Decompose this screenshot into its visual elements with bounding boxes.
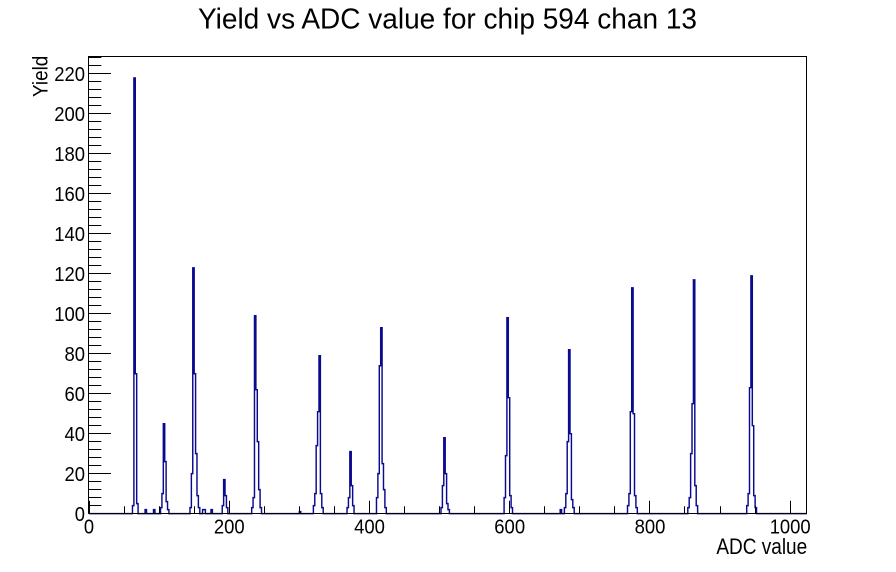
svg-text:0: 0	[84, 516, 94, 538]
svg-text:Yield: Yield	[29, 56, 52, 97]
svg-text:ADC value: ADC value	[716, 534, 807, 559]
svg-text:800: 800	[635, 516, 666, 538]
svg-text:40: 40	[65, 424, 86, 446]
svg-text:200: 200	[214, 516, 245, 538]
svg-text:60: 60	[65, 384, 86, 406]
svg-text:400: 400	[354, 516, 385, 538]
svg-text:180: 180	[54, 144, 85, 166]
svg-text:200: 200	[54, 104, 85, 126]
svg-text:20: 20	[65, 464, 86, 486]
svg-text:1000: 1000	[770, 516, 811, 538]
svg-text:600: 600	[494, 516, 525, 538]
svg-text:0: 0	[75, 504, 85, 526]
svg-text:140: 140	[54, 224, 85, 246]
svg-text:80: 80	[65, 344, 86, 366]
svg-text:160: 160	[54, 184, 85, 206]
svg-text:Yield vs ADC value for chip 59: Yield vs ADC value for chip 594 chan 13	[198, 3, 697, 35]
svg-text:100: 100	[54, 304, 85, 326]
svg-text:120: 120	[54, 264, 85, 286]
svg-text:220: 220	[54, 64, 85, 86]
